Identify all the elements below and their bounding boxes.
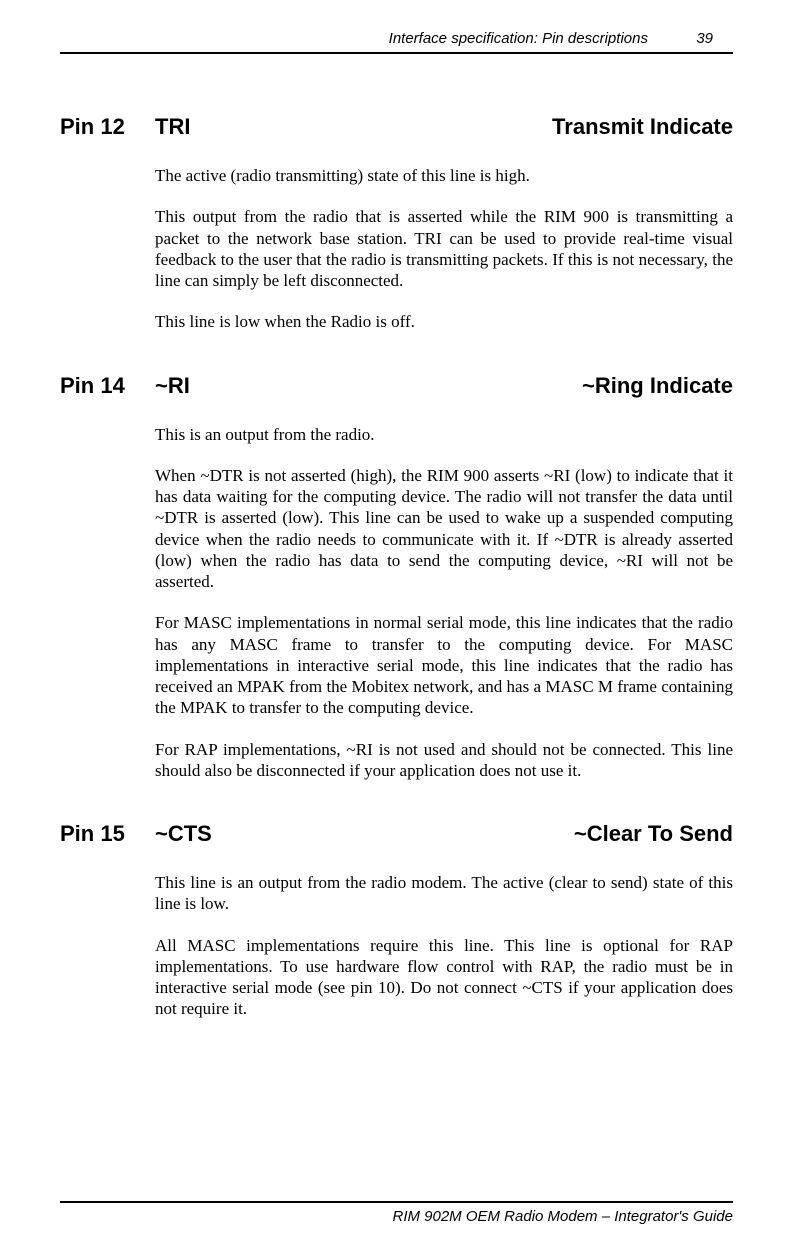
pin-code: TRI bbox=[155, 114, 552, 140]
paragraph: For MASC implementations in normal seria… bbox=[155, 612, 733, 718]
pin-number: Pin 15 bbox=[60, 821, 155, 847]
paragraph: This line is low when the Radio is off. bbox=[155, 311, 733, 332]
pin-code: ~RI bbox=[155, 373, 582, 399]
paragraph: All MASC implementations require this li… bbox=[155, 935, 733, 1020]
pin-12-section: Pin 12 TRI Transmit Indicate The active … bbox=[60, 114, 733, 333]
pin-body: The active (radio transmitting) state of… bbox=[155, 165, 733, 333]
pin-body: This line is an output from the radio mo… bbox=[155, 872, 733, 1020]
pin-14-section: Pin 14 ~RI ~Ring Indicate This is an out… bbox=[60, 373, 733, 782]
paragraph: For RAP implementations, ~RI is not used… bbox=[155, 739, 733, 782]
pin-header: Pin 14 ~RI ~Ring Indicate bbox=[60, 373, 733, 399]
paragraph: This line is an output from the radio mo… bbox=[155, 872, 733, 915]
pin-header: Pin 15 ~CTS ~Clear To Send bbox=[60, 821, 733, 847]
page-header: Interface specification: Pin description… bbox=[60, 30, 733, 54]
pin-name: ~Ring Indicate bbox=[582, 373, 733, 399]
paragraph: This output from the radio that is asser… bbox=[155, 206, 733, 291]
pin-number: Pin 14 bbox=[60, 373, 155, 399]
header-title: Interface specification: Pin description… bbox=[389, 30, 648, 47]
footer-rule bbox=[60, 1201, 733, 1203]
header-text-container: Interface specification: Pin description… bbox=[60, 30, 733, 52]
pin-15-section: Pin 15 ~CTS ~Clear To Send This line is … bbox=[60, 821, 733, 1020]
pin-header: Pin 12 TRI Transmit Indicate bbox=[60, 114, 733, 140]
pin-name: ~Clear To Send bbox=[574, 821, 733, 847]
paragraph: When ~DTR is not asserted (high), the RI… bbox=[155, 465, 733, 593]
footer-text: RIM 902M OEM Radio Modem – Integrator's … bbox=[60, 1208, 733, 1225]
page-number: 39 bbox=[696, 30, 713, 47]
pin-name: Transmit Indicate bbox=[552, 114, 733, 140]
paragraph: The active (radio transmitting) state of… bbox=[155, 165, 733, 186]
pin-body: This is an output from the radio. When ~… bbox=[155, 424, 733, 782]
pin-number: Pin 12 bbox=[60, 114, 155, 140]
page-footer: RIM 902M OEM Radio Modem – Integrator's … bbox=[60, 1201, 733, 1225]
pin-code: ~CTS bbox=[155, 821, 574, 847]
paragraph: This is an output from the radio. bbox=[155, 424, 733, 445]
header-rule bbox=[60, 52, 733, 54]
